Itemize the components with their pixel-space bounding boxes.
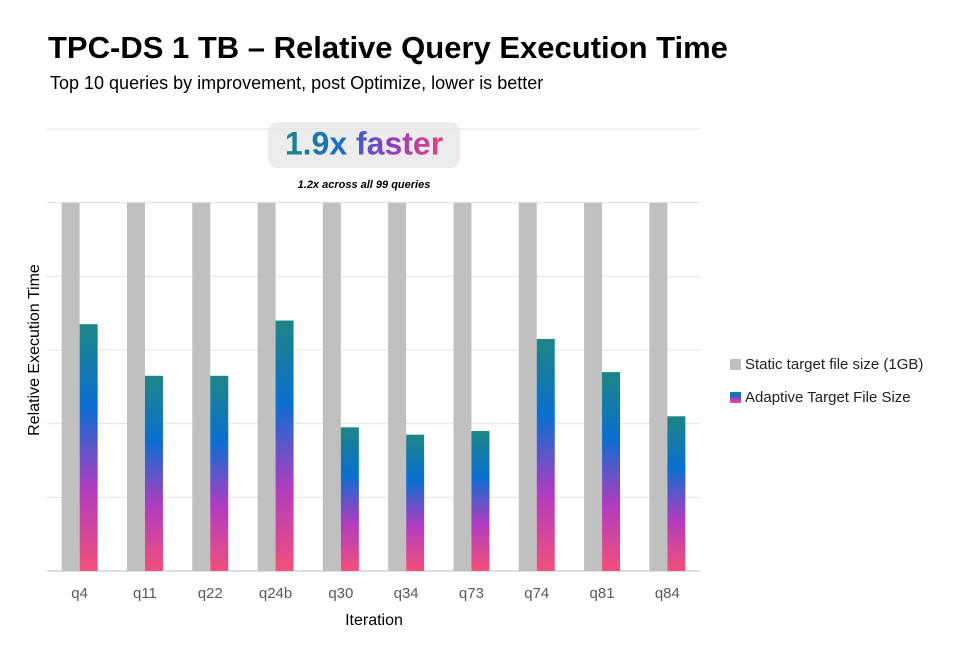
bar <box>275 320 294 571</box>
chart-subtitle: Top 10 queries by improvement, post Opti… <box>50 73 543 93</box>
bar <box>144 375 163 571</box>
chart-title: TPC-DS 1 TB – Relative Query Execution T… <box>48 30 728 65</box>
x-axis-label: Iteration <box>345 612 403 629</box>
x-tick-label: q73 <box>459 585 484 602</box>
bar <box>471 431 490 571</box>
bar <box>322 202 341 571</box>
legend-label: Adaptive Target File Size <box>745 389 911 406</box>
bar <box>649 202 668 571</box>
bar <box>79 324 98 571</box>
x-tick-label: q4 <box>71 585 88 602</box>
x-tick-label: q11 <box>133 585 157 602</box>
bar <box>257 202 276 571</box>
bar <box>536 338 555 571</box>
bar <box>667 416 686 571</box>
bar <box>210 375 229 571</box>
x-tick-label: q30 <box>328 585 353 602</box>
legend-label: Static target file size (1GB) <box>745 356 923 373</box>
bar <box>602 372 621 571</box>
badge-text: 1.9x faster <box>285 125 443 161</box>
x-tick-label: q81 <box>590 585 615 602</box>
badge <box>268 122 460 168</box>
bar <box>192 202 211 571</box>
annotation: 1.2x across all 99 queries <box>298 179 431 191</box>
bar <box>388 202 407 571</box>
legend-swatch <box>730 359 741 370</box>
bar <box>61 202 80 571</box>
bar <box>518 202 537 571</box>
x-tick-label: q24b <box>259 585 292 602</box>
bar <box>453 202 472 571</box>
legend-swatch <box>730 392 741 403</box>
bar <box>340 427 359 571</box>
x-tick-label: q22 <box>198 585 223 602</box>
bar <box>406 434 425 571</box>
bar <box>584 202 603 571</box>
x-tick-label: q74 <box>524 585 549 602</box>
y-axis-label: Relative Execution Time <box>26 264 43 436</box>
x-tick-label: q34 <box>394 585 419 602</box>
x-tick-label: q84 <box>655 585 680 602</box>
bar <box>126 202 145 571</box>
